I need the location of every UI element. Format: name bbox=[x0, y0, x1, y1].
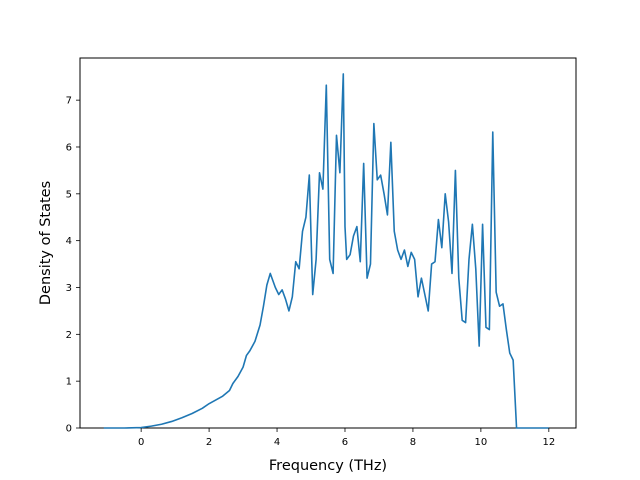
dos-series-line bbox=[103, 73, 549, 429]
x-tick-label: 0 bbox=[138, 437, 144, 448]
y-tick-label: 7 bbox=[66, 96, 72, 107]
x-tick-label: 10 bbox=[475, 437, 488, 448]
x-tick-label: 8 bbox=[410, 437, 416, 448]
x-tick-label: 2 bbox=[206, 437, 212, 448]
y-tick-label: 4 bbox=[66, 236, 72, 247]
y-tick-label: 2 bbox=[66, 330, 72, 341]
x-axis-label: Frequency (THz) bbox=[269, 458, 387, 474]
y-tick-label: 1 bbox=[66, 377, 72, 388]
y-axis-label: Density of States bbox=[38, 181, 54, 305]
x-tick-label: 6 bbox=[342, 437, 348, 448]
plot-frame bbox=[79, 57, 577, 429]
y-tick-label: 6 bbox=[66, 142, 72, 153]
y-tick-label: 5 bbox=[66, 189, 72, 200]
x-tick-label: 4 bbox=[274, 437, 280, 448]
y-tick-label: 0 bbox=[66, 424, 72, 435]
y-tick-label: 3 bbox=[66, 283, 72, 294]
x-tick-label: 12 bbox=[542, 437, 555, 448]
